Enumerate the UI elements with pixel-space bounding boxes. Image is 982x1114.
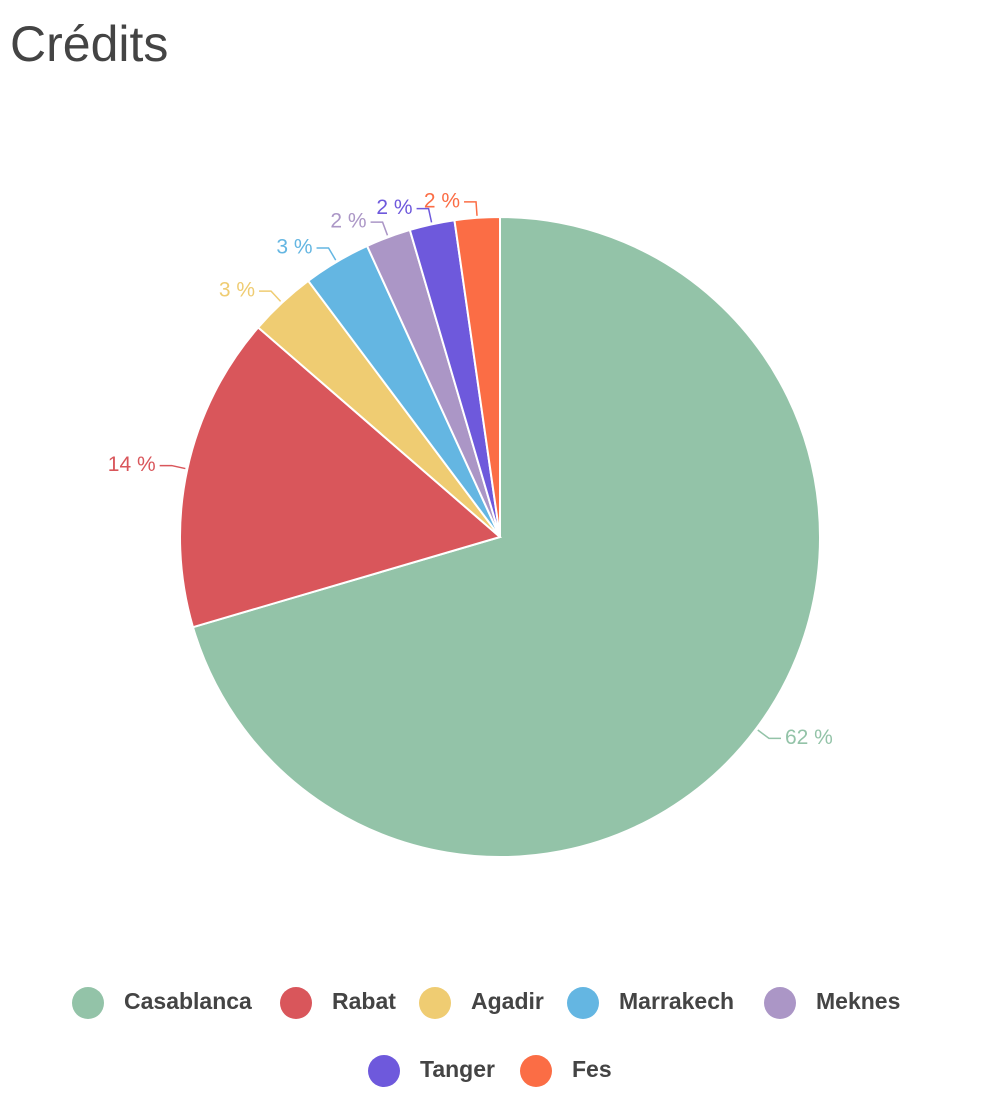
legend-swatch [520, 1055, 552, 1087]
legend-swatch [368, 1055, 400, 1087]
legend-label: Tanger [420, 1056, 495, 1082]
value-label: 2 % [424, 189, 460, 212]
value-label: 2 % [376, 196, 412, 219]
leader-line [464, 201, 478, 216]
leader-line [259, 290, 282, 302]
legend-swatch [567, 987, 599, 1019]
pie-slice [453, 215, 501, 538]
leader-line [416, 207, 433, 223]
legend-swatch [764, 987, 796, 1019]
legend-label: Agadir [471, 988, 544, 1014]
leader-line [316, 247, 337, 261]
legend-label: Marrakech [619, 988, 734, 1014]
legend-label: Fes [572, 1056, 612, 1082]
pie-slice [179, 326, 503, 629]
leader-line [159, 464, 186, 470]
pie-slice [191, 215, 821, 858]
leader-line [370, 221, 389, 236]
legend-label: Casablanca [124, 988, 252, 1014]
value-label: 2 % [330, 210, 366, 233]
legend-label: Rabat [332, 988, 396, 1014]
chart-title: Crédits [10, 16, 168, 72]
legend-swatch [419, 987, 451, 1019]
legend-swatch [280, 987, 312, 1019]
value-label: 62 % [785, 726, 833, 749]
value-label: 3 % [219, 279, 255, 302]
value-label: 3 % [276, 236, 312, 259]
leader-line [757, 729, 781, 740]
legend-swatch [72, 987, 104, 1019]
legend-label: Meknes [816, 988, 900, 1014]
value-label: 14 % [108, 453, 156, 476]
